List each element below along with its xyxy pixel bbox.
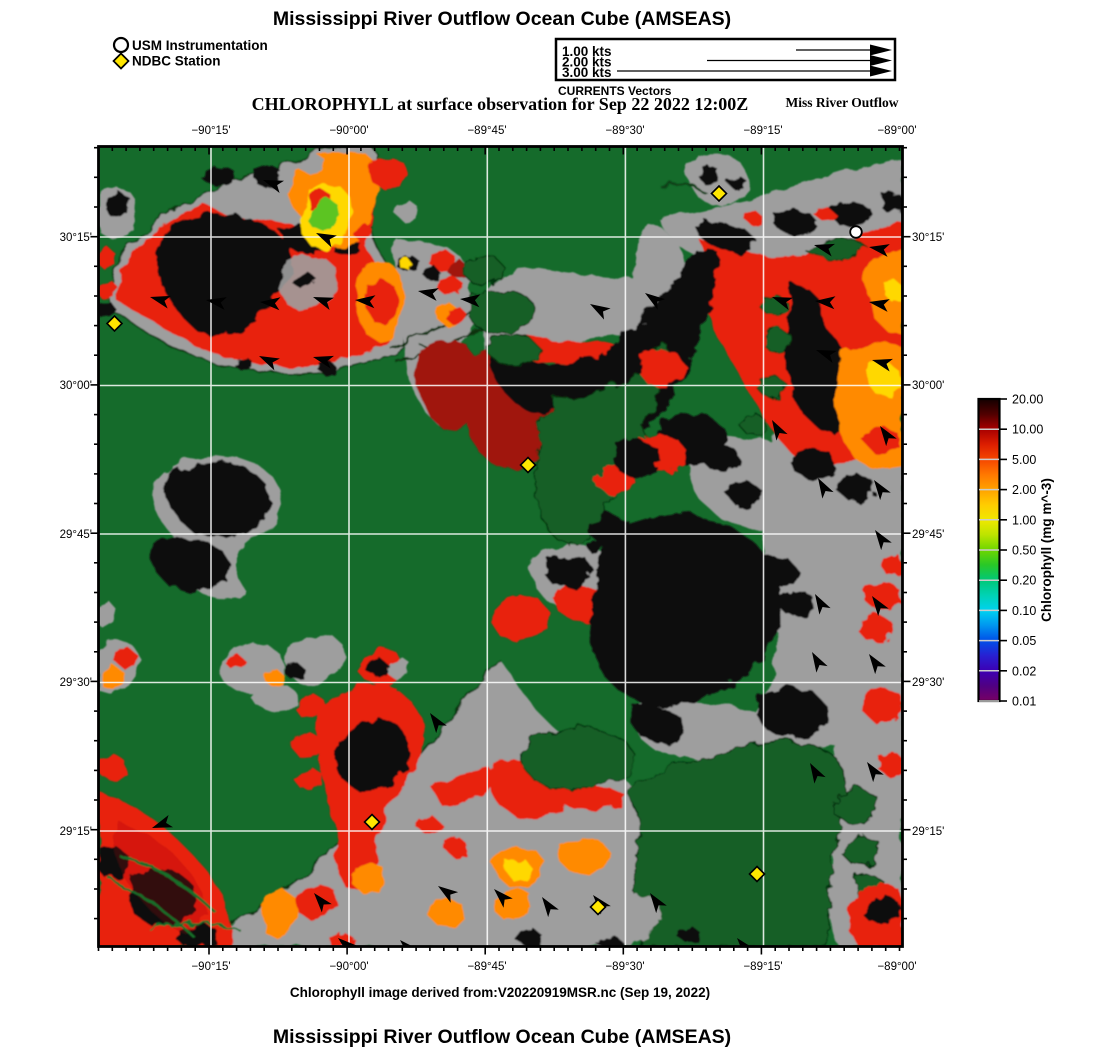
svg-text:29°45': 29°45' — [912, 529, 944, 541]
svg-text:20.00: 20.00 — [1012, 393, 1043, 407]
svg-text:Mississippi River Outflow Ocea: Mississippi River Outflow Ocean Cube (AM… — [273, 8, 731, 30]
svg-text:0.20: 0.20 — [1012, 574, 1036, 588]
svg-text:−89°15': −89°15' — [743, 125, 782, 137]
svg-text:29°15': 29°15' — [60, 826, 92, 838]
svg-text:CHLOROPHYLL at surface observa: CHLOROPHYLL at surface observation for S… — [252, 94, 749, 114]
svg-text:30°00': 30°00' — [912, 380, 944, 392]
svg-text:Chlorophyll image derived from: Chlorophyll image derived from:V20220919… — [290, 985, 710, 1000]
svg-text:0.02: 0.02 — [1012, 664, 1036, 678]
svg-text:NDBC Station: NDBC Station — [132, 54, 221, 69]
svg-text:0.10: 0.10 — [1012, 604, 1036, 618]
svg-text:−89°30': −89°30' — [605, 961, 644, 973]
svg-text:1.00 kts: 1.00 kts — [562, 44, 612, 59]
svg-text:3.00 kts: 3.00 kts — [562, 65, 612, 80]
svg-text:Miss River Outflow: Miss River Outflow — [786, 95, 899, 110]
svg-text:30°15': 30°15' — [60, 232, 92, 244]
svg-text:29°30': 29°30' — [912, 677, 944, 689]
svg-text:Chlorophyll (mg m^-3): Chlorophyll (mg m^-3) — [1039, 478, 1054, 622]
svg-text:−89°00': −89°00' — [877, 961, 916, 973]
svg-text:5.00: 5.00 — [1012, 453, 1036, 467]
svg-text:−90°00': −90°00' — [329, 961, 368, 973]
svg-text:0.50: 0.50 — [1012, 544, 1036, 558]
svg-text:0.05: 0.05 — [1012, 634, 1036, 648]
svg-text:0.01: 0.01 — [1012, 695, 1036, 709]
svg-text:2.00: 2.00 — [1012, 483, 1036, 497]
svg-text:30°00': 30°00' — [60, 380, 92, 392]
svg-text:−90°15': −90°15' — [191, 125, 230, 137]
svg-text:−89°00': −89°00' — [877, 125, 916, 137]
svg-text:30°15': 30°15' — [912, 232, 944, 244]
svg-text:−89°30': −89°30' — [605, 125, 644, 137]
svg-text:CURRENTS Vectors: CURRENTS Vectors — [558, 84, 672, 98]
svg-text:USM Instrumentation: USM Instrumentation — [132, 38, 268, 53]
svg-text:−89°15': −89°15' — [743, 961, 782, 973]
svg-text:−89°45': −89°45' — [467, 125, 506, 137]
svg-text:29°15': 29°15' — [912, 826, 944, 838]
svg-text:−89°45': −89°45' — [467, 961, 506, 973]
svg-text:Mississippi River Outflow Ocea: Mississippi River Outflow Ocean Cube (AM… — [273, 1026, 731, 1048]
svg-text:2.00 kts: 2.00 kts — [562, 55, 612, 70]
svg-text:29°30': 29°30' — [60, 677, 92, 689]
svg-text:10.00: 10.00 — [1012, 423, 1043, 437]
svg-text:1.00: 1.00 — [1012, 513, 1036, 527]
svg-text:−90°15': −90°15' — [191, 961, 230, 973]
svg-text:−90°00': −90°00' — [329, 125, 368, 137]
svg-text:29°45': 29°45' — [60, 529, 92, 541]
